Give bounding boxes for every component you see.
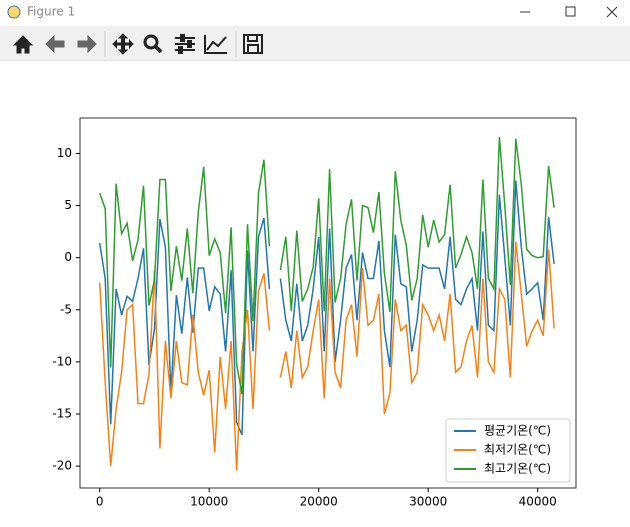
home-button[interactable]	[12, 35, 34, 54]
series-line	[98, 180, 555, 436]
y-tick-label: 5	[64, 198, 72, 212]
toolbar-icons	[12, 31, 263, 57]
axes-frame	[79, 117, 577, 489]
back-button[interactable]	[45, 34, 65, 54]
x-tick-label: 0	[96, 495, 104, 509]
app-icon	[7, 5, 21, 19]
series-line	[98, 136, 555, 395]
y-tick-label: -20	[52, 459, 72, 473]
y-tick-label: -10	[52, 354, 72, 368]
y-tick-label: -15	[52, 407, 72, 421]
x-tick-label: 20000	[300, 495, 338, 509]
zoom-button[interactable]	[143, 34, 163, 54]
x-tick-label: 10000	[190, 495, 228, 509]
legend-label: 최저기온(℃)	[484, 443, 551, 457]
save-button[interactable]	[243, 34, 263, 54]
toolbar	[0, 26, 630, 61]
x-tick-label: 40000	[519, 495, 557, 509]
x-tick-label: 30000	[409, 495, 447, 509]
chart: 0 10000 20000 30000 40000 -20 -15 -10 -5 0 5 10 평균기온…	[52, 117, 577, 509]
legend-label: 평균기온(℃)	[484, 424, 551, 438]
title-bar-graphics: Figure 1	[7, 5, 618, 19]
legend-label: 최고기온(℃)	[484, 462, 551, 476]
configure-button[interactable]	[175, 34, 195, 54]
y-tick-label: 0	[64, 250, 72, 264]
close-button[interactable]	[606, 6, 618, 18]
y-tick-label: 10	[57, 146, 72, 160]
legend-box	[445, 418, 571, 483]
maximize-button[interactable]	[565, 6, 576, 17]
edit-plot-button[interactable]	[204, 35, 227, 54]
title-bar: Figure 1	[0, 0, 630, 26]
series-line	[98, 241, 555, 471]
forward-button[interactable]	[77, 34, 97, 54]
pan-button[interactable]	[112, 33, 134, 55]
y-tick-label: -5	[60, 302, 72, 316]
window-title: Figure 1	[27, 5, 75, 19]
